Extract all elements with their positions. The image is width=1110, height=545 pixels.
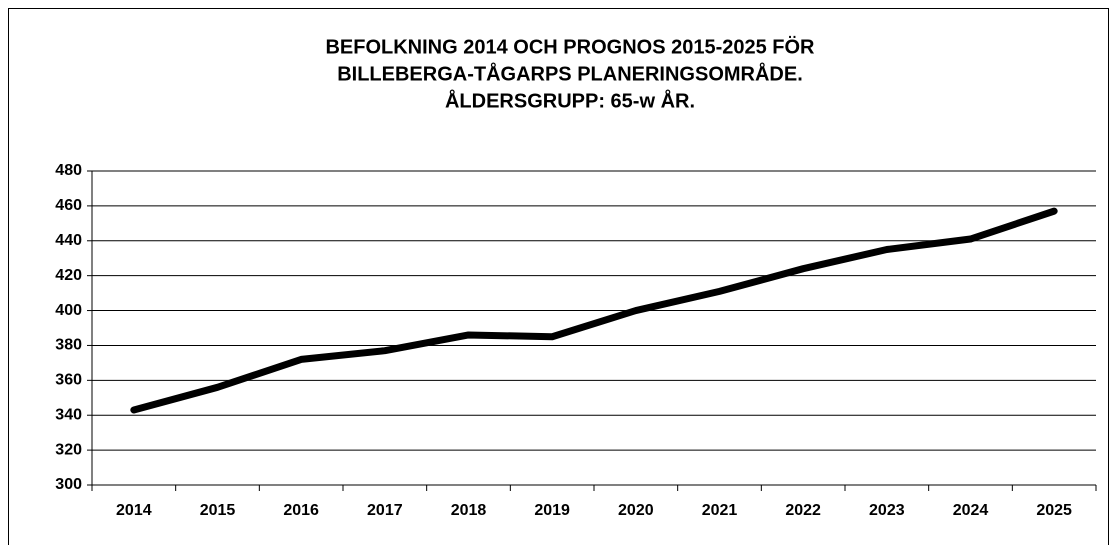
y-tick-label: 420 [55, 267, 82, 284]
y-tick-label: 340 [55, 406, 82, 423]
y-tick-label: 320 [55, 441, 82, 458]
x-tick-label: 2022 [785, 502, 821, 519]
chart-border [8, 8, 1109, 545]
y-tick-label: 480 [55, 162, 82, 179]
x-tick-label: 2017 [367, 502, 403, 519]
chart-title: ÅLDERSGRUPP: 65-w ÅR. [445, 88, 695, 112]
x-tick-label: 2020 [618, 502, 654, 519]
y-tick-label: 440 [55, 232, 82, 249]
x-tick-label: 2024 [953, 502, 989, 519]
x-tick-label: 2015 [200, 502, 236, 519]
y-tick-label: 400 [55, 302, 82, 319]
x-tick-label: 2014 [116, 502, 152, 519]
y-tick-label: 360 [55, 372, 82, 389]
x-tick-label: 2023 [869, 502, 905, 519]
x-tick-label: 2025 [1036, 502, 1072, 519]
data-line [130, 207, 1058, 414]
y-tick-label: 300 [55, 476, 82, 493]
x-tick-label: 2018 [451, 502, 487, 519]
y-tick-label: 380 [55, 337, 82, 354]
x-tick-label: 2019 [534, 502, 570, 519]
x-tick-label: 2016 [283, 502, 319, 519]
chart-title: BILLEBERGA-TÅGARPS PLANERINGSOMRÅDE. [337, 61, 803, 85]
chart-title: BEFOLKNING 2014 OCH PROGNOS 2015-2025 FÖ… [325, 35, 815, 58]
y-tick-label: 460 [55, 197, 82, 214]
x-tick-label: 2021 [702, 502, 738, 519]
